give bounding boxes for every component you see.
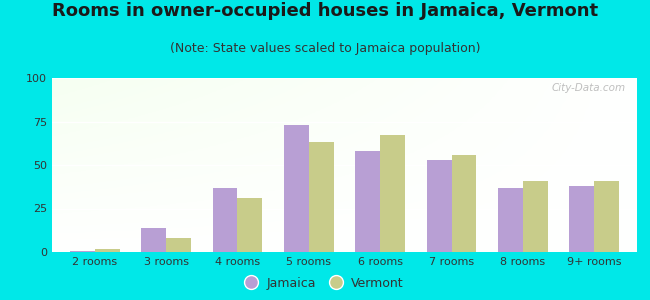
Bar bbox=[95, 248, 120, 252]
Bar bbox=[380, 135, 405, 252]
Bar bbox=[594, 181, 619, 252]
Text: (Note: State values scaled to Jamaica population): (Note: State values scaled to Jamaica po… bbox=[170, 42, 480, 55]
Bar bbox=[452, 154, 476, 252]
Bar bbox=[166, 238, 191, 252]
Text: Rooms in owner-occupied houses in Jamaica, Vermont: Rooms in owner-occupied houses in Jamaic… bbox=[52, 2, 598, 20]
Legend: Jamaica, Vermont: Jamaica, Vermont bbox=[242, 273, 408, 294]
Bar bbox=[523, 181, 548, 252]
Bar bbox=[141, 228, 166, 252]
Bar bbox=[70, 251, 95, 252]
Text: City-Data.com: City-Data.com bbox=[551, 83, 625, 93]
Bar bbox=[309, 142, 334, 252]
Bar bbox=[355, 151, 380, 252]
Bar bbox=[284, 125, 309, 252]
Bar bbox=[426, 160, 452, 252]
Bar bbox=[569, 186, 594, 252]
Bar bbox=[237, 198, 263, 252]
Bar bbox=[213, 188, 237, 252]
Bar bbox=[498, 188, 523, 252]
